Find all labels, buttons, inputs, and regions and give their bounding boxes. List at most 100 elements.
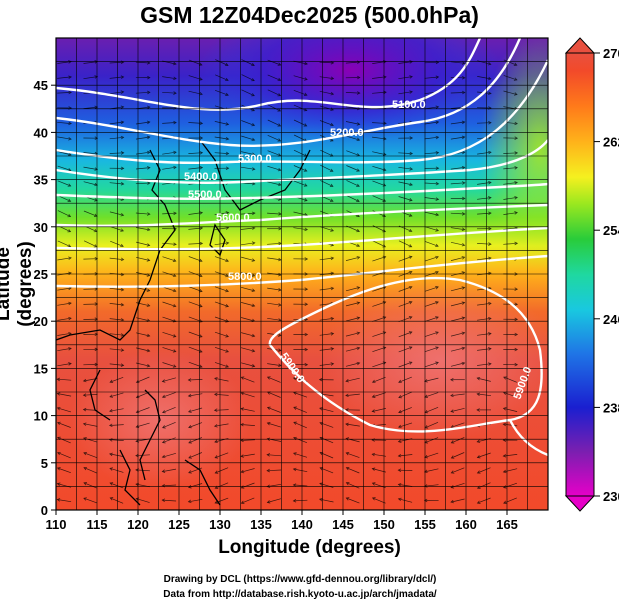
streamline-arrowhead bbox=[371, 394, 376, 398]
streamline-segment bbox=[162, 256, 176, 262]
streamline-arrowhead bbox=[304, 347, 309, 352]
streamline-arrowhead bbox=[214, 377, 218, 381]
streamline-arrowhead bbox=[94, 256, 99, 261]
streamline-segment bbox=[188, 212, 203, 215]
y-tick-label: 35 bbox=[34, 173, 48, 188]
streamline-segment bbox=[135, 167, 150, 170]
streamline-segment bbox=[215, 74, 229, 81]
streamline-arrowhead bbox=[303, 168, 308, 172]
streamline-segment bbox=[451, 452, 465, 459]
streamline-segment bbox=[215, 467, 229, 474]
streamline-arrowhead bbox=[345, 482, 350, 486]
streamline-segment bbox=[450, 347, 465, 352]
streamline-arrowhead bbox=[147, 90, 151, 95]
streamline-segment bbox=[450, 121, 465, 125]
streamline-arrowhead bbox=[461, 227, 466, 232]
streamline-arrowhead bbox=[188, 455, 192, 459]
streamline-segment bbox=[214, 316, 229, 322]
streamline-arrowhead bbox=[502, 454, 507, 458]
streamline-segment bbox=[109, 392, 124, 398]
y-tick-label: 0 bbox=[41, 503, 48, 518]
streamline-segment bbox=[240, 424, 255, 426]
streamline-segment bbox=[162, 166, 177, 170]
streamline-arrowhead bbox=[56, 482, 61, 486]
streamline-arrowhead bbox=[514, 287, 519, 291]
streamline-segment bbox=[477, 76, 491, 80]
streamline-segment bbox=[109, 453, 124, 457]
streamline-arrowhead bbox=[277, 93, 282, 97]
streamline-segment bbox=[215, 482, 229, 489]
streamline-segment bbox=[109, 348, 124, 351]
streamline-segment bbox=[83, 61, 98, 64]
streamline-segment bbox=[267, 150, 281, 157]
streamline-arrowhead bbox=[172, 334, 177, 338]
streamline-arrowhead bbox=[120, 135, 125, 140]
streamline-arrowhead bbox=[199, 151, 204, 155]
x-tick-label: 130 bbox=[209, 517, 231, 532]
streamline-segment bbox=[503, 407, 518, 412]
streamline-segment bbox=[345, 106, 360, 110]
streamline-arrowhead bbox=[147, 75, 151, 80]
streamline-arrowhead bbox=[213, 408, 218, 412]
colorbar-tick-label: 254 bbox=[603, 223, 619, 238]
streamline-arrowhead bbox=[161, 379, 166, 383]
streamline-arrowhead bbox=[356, 243, 361, 248]
streamline-arrowhead bbox=[488, 196, 492, 200]
streamline-segment bbox=[214, 377, 229, 382]
streamline-segment bbox=[240, 242, 255, 246]
streamline-segment bbox=[293, 392, 308, 398]
credit-data-source: Data from http://database.rish.kyoto-u.a… bbox=[163, 589, 437, 600]
streamline-arrowhead bbox=[502, 469, 507, 474]
streamline-arrowhead bbox=[435, 346, 439, 350]
streamline-arrowhead bbox=[187, 393, 192, 398]
streamline-arrowhead bbox=[304, 287, 309, 291]
temperature-field bbox=[56, 38, 548, 510]
streamline-segment bbox=[319, 302, 334, 306]
streamline-arrowhead bbox=[109, 394, 113, 398]
streamline-arrowhead bbox=[146, 288, 151, 292]
streamline-segment bbox=[214, 152, 229, 154]
streamline-arrowhead bbox=[356, 137, 361, 142]
streamline-segment bbox=[477, 302, 492, 306]
streamline-segment bbox=[293, 180, 308, 187]
x-tick-label: 115 bbox=[87, 517, 108, 532]
streamline-arrowhead bbox=[57, 451, 61, 456]
streamline-segment bbox=[240, 227, 255, 230]
streamline-segment bbox=[450, 241, 465, 246]
streamline-segment bbox=[214, 331, 229, 338]
streamline-segment bbox=[346, 180, 360, 187]
streamline-arrowhead bbox=[162, 410, 166, 414]
streamline-segment bbox=[424, 468, 439, 473]
streamline-segment bbox=[136, 256, 150, 261]
streamline-segment bbox=[398, 196, 413, 201]
contour-label-5600: 5600.0 bbox=[216, 212, 250, 224]
streamline-segment bbox=[346, 467, 360, 474]
streamline-segment bbox=[372, 165, 386, 171]
streamline-arrowhead bbox=[435, 286, 439, 290]
streamline-arrowhead bbox=[94, 317, 99, 321]
contour-label-5800: 5800.0 bbox=[228, 271, 262, 283]
streamline-segment bbox=[345, 256, 360, 261]
streamline-segment bbox=[136, 407, 150, 413]
streamline-segment bbox=[162, 212, 177, 215]
contour-label-5300: 5300.0 bbox=[238, 153, 272, 165]
streamline-segment bbox=[346, 165, 360, 172]
streamline-segment bbox=[109, 363, 124, 366]
streamline-segment bbox=[136, 332, 150, 337]
streamline-segment bbox=[346, 482, 360, 489]
streamline-arrowhead bbox=[198, 62, 203, 66]
streamline-segment bbox=[214, 227, 229, 231]
streamline-segment bbox=[503, 167, 518, 170]
streamline-arrowhead bbox=[120, 228, 124, 232]
streamline-arrowhead bbox=[514, 302, 519, 307]
y-axis-ticks: 0 5 10 15 20 25 30 35 40 45 bbox=[34, 78, 56, 518]
streamline-segment bbox=[372, 362, 386, 368]
streamline-segment bbox=[345, 121, 360, 125]
streamline-segment bbox=[503, 497, 517, 504]
streamline-segment bbox=[503, 59, 517, 66]
streamline-segment bbox=[267, 376, 281, 383]
streamline-arrowhead bbox=[251, 258, 256, 262]
streamline-arrowhead bbox=[488, 120, 492, 125]
streamline-arrowhead bbox=[435, 228, 440, 232]
streamline-arrowhead bbox=[240, 376, 245, 380]
